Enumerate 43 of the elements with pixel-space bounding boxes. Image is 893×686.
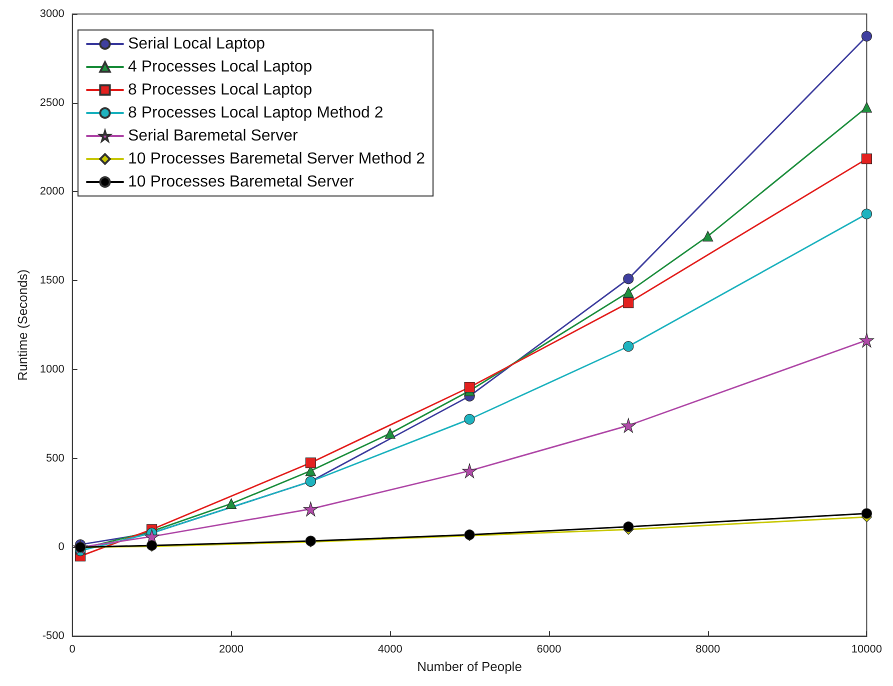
point xyxy=(305,458,316,468)
y-tick-label: 1000 xyxy=(40,363,64,376)
point xyxy=(623,341,634,352)
y-tick-label: 2000 xyxy=(40,186,64,198)
point xyxy=(623,298,634,308)
legend-label: 4 Processes Local Laptop xyxy=(128,58,312,76)
x-tick-label: 2000 xyxy=(218,644,244,656)
y-tick-label: 1500 xyxy=(40,274,64,287)
point xyxy=(861,154,872,164)
y-tick-label: 0 xyxy=(58,541,64,554)
legend-label: 8 Processes Local Laptop Method 2 xyxy=(128,104,384,122)
point xyxy=(464,382,475,393)
point xyxy=(859,332,874,348)
x-tick-label: 6000 xyxy=(536,644,562,656)
y-tick-label: 2500 xyxy=(40,96,64,109)
y-axis-title: Runtime (Seconds) xyxy=(15,269,30,381)
legend-label: Serial Baremetal Server xyxy=(128,128,299,144)
point xyxy=(861,508,872,519)
legend-label: 8 Processes Local Laptop xyxy=(128,82,312,98)
y-tick-label: 3000 xyxy=(40,8,64,20)
x-axis-title: Number of People xyxy=(417,659,522,674)
legend-label: Serial Local Laptop xyxy=(128,36,266,52)
x-tick-label: 10000 xyxy=(851,644,882,656)
point xyxy=(384,428,396,439)
point xyxy=(623,274,634,284)
legend-label: 10 Processes Baremetal Server xyxy=(128,174,355,190)
legend-label: 10 Processes Baremetal Server Method 2 xyxy=(128,150,426,168)
point xyxy=(621,418,636,433)
point xyxy=(861,208,872,220)
point xyxy=(861,30,872,42)
x-tick-label: 4000 xyxy=(378,644,402,656)
point xyxy=(623,286,634,298)
point xyxy=(303,502,318,516)
y-tick-label: -500 xyxy=(42,630,64,642)
point xyxy=(861,102,872,113)
x-tick-label: 0 xyxy=(69,644,76,656)
x-tick-label: 8000 xyxy=(696,644,720,656)
point xyxy=(462,464,477,478)
point xyxy=(464,414,475,425)
point xyxy=(702,230,714,242)
point xyxy=(226,498,237,509)
point xyxy=(623,521,634,532)
y-tick-label: 500 xyxy=(46,452,64,464)
